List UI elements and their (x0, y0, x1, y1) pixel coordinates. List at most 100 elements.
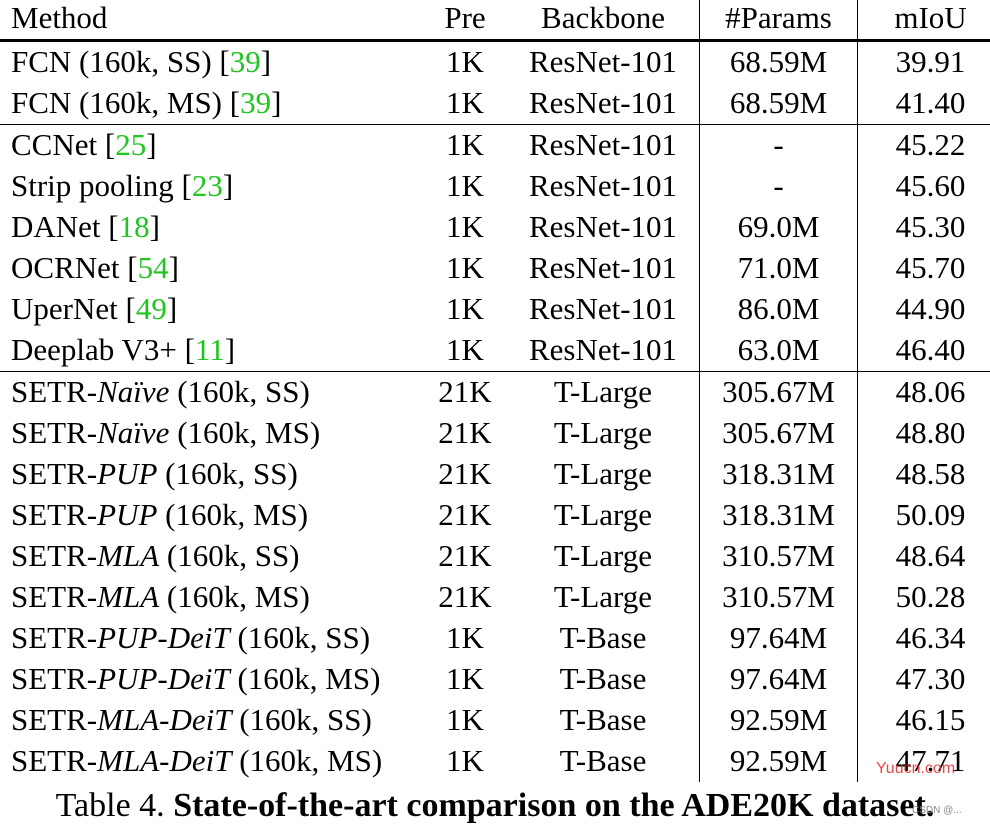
method-cell: SETR-MLA (160k, SS) (0, 536, 423, 577)
params-cell: 92.59M (699, 741, 858, 782)
backbone-cell: ResNet-101 (528, 44, 678, 79)
method-name: SETR- (11, 743, 98, 778)
method-cell: SETR-PUP (160k, MS) (0, 495, 423, 536)
table-row-18: SETR-MLA-DeiT (160k, MS) 1K T-Base 92.59… (0, 741, 990, 782)
method-cell: CCNet [25] (0, 124, 423, 166)
miou-cell: 50.28 (857, 577, 990, 618)
miou-cell: 44.90 (857, 289, 990, 330)
method-name: SETR- (11, 579, 98, 614)
citation-link[interactable]: 39 (240, 85, 272, 120)
citation-link[interactable]: 11 (194, 332, 225, 367)
pre-cell: 1K (446, 85, 484, 120)
miou-cell: 45.60 (857, 166, 990, 207)
backbone-cell: T-Large (553, 538, 653, 573)
citation-close: ] (149, 209, 160, 244)
miou-cell: 46.34 (857, 618, 990, 659)
method-cell: SETR-PUP-DeiT (160k, MS) (0, 659, 423, 700)
citation-link[interactable]: 23 (191, 168, 223, 203)
method-name: SETR- (11, 415, 98, 450)
method-cell: OCRNet [54] (0, 248, 423, 289)
backbone-cell: ResNet-101 (528, 332, 678, 367)
method-cell: SETR-MLA-DeiT (160k, MS) (0, 741, 423, 782)
pre-cell: 1K (446, 209, 484, 244)
citation-close: ] (260, 44, 272, 79)
table-row-14: SETR-MLA (160k, MS) 21K T-Large 310.57M … (0, 577, 990, 618)
table-row-6: OCRNet [54] 1K ResNet-101 71.0M 45.70 (0, 248, 990, 289)
method-cell: FCN (160k, SS) [39] (0, 41, 423, 84)
table-row-17: SETR-MLA-DeiT (160k, SS) 1K T-Base 92.59… (0, 700, 990, 741)
miou-cell: 47.30 (857, 659, 990, 700)
backbone-cell: ResNet-101 (507, 124, 700, 166)
pre-cell: 21K (438, 497, 492, 532)
backbone-cell: ResNet-101 (528, 168, 678, 203)
method-variant: MLA-DeiT (97, 743, 232, 778)
params-cell: 318.31M (699, 495, 858, 536)
backbone-cell: ResNet-101 (528, 250, 678, 285)
backbone-cell: T-Large (553, 456, 653, 491)
citation-link[interactable]: 39 (229, 44, 261, 79)
params-cell: 86.0M (699, 289, 858, 330)
table-row-5: DANet [18] 1K ResNet-101 69.0M 45.30 (0, 207, 990, 248)
method-variant: PUP-DeiT (97, 661, 230, 696)
miou-cell: 39.91 (857, 40, 990, 83)
method-name: SETR- (11, 538, 98, 573)
backbone-cell: ResNet-101 (528, 85, 678, 120)
backbone-cell: T-Base (559, 743, 647, 778)
table-row-12: SETR-PUP (160k, MS) 21K T-Large 318.31M … (0, 495, 990, 536)
method-variant: Naïve (97, 374, 170, 409)
params-cell: 318.31M (699, 454, 858, 495)
miou-cell: 41.40 (857, 83, 990, 125)
table-row-13: SETR-MLA (160k, SS) 21K T-Large 310.57M … (0, 536, 990, 577)
backbone-cell: T-Large (553, 415, 653, 450)
params-cell: 310.57M (699, 536, 858, 577)
citation-close: ] (224, 332, 236, 367)
params-cell: 63.0M (699, 330, 858, 372)
params-cell: 97.64M (699, 659, 858, 700)
pre-cell: 21K (423, 371, 507, 413)
miou-cell: 48.80 (857, 413, 990, 454)
header-miou: mIoU (857, 0, 990, 42)
backbone-cell: T-Large (507, 371, 700, 413)
params-cell: 310.57M (699, 577, 858, 618)
method-name: Deeplab V3+ [ (11, 332, 195, 367)
method-suffix: (160k, MS) (159, 579, 310, 614)
watermark: Yuucn.com (876, 760, 956, 777)
method-cell: SETR-Naïve (160k, MS) (0, 413, 423, 454)
method-name: UperNet [ (11, 291, 136, 326)
method-variant: Naïve (97, 415, 170, 450)
params-cell: 68.59M (699, 40, 858, 83)
method-suffix: (160k, SS) (229, 620, 371, 655)
citation-link[interactable]: 54 (137, 250, 169, 285)
backbone-cell: T-Base (559, 702, 647, 737)
method-name: FCN (160k, MS) [ (11, 85, 241, 120)
table-row-4: Strip pooling [23] 1K ResNet-101 - 45.60 (0, 166, 990, 207)
table-row-11: SETR-PUP (160k, SS) 21K T-Large 318.31M … (0, 454, 990, 495)
caption-label: Table 4. (55, 787, 165, 824)
method-cell: FCN (160k, MS) [39] (0, 83, 423, 125)
method-name: OCRNet [ (11, 250, 138, 285)
citation-link[interactable]: 25 (115, 127, 147, 162)
method-suffix: (160k, SS) (157, 456, 298, 491)
table-header-row: Method Pre Backbone #Params mIoU (0, 0, 990, 42)
miou-cell: 50.09 (857, 495, 990, 536)
method-name: SETR- (11, 497, 98, 532)
params-cell: 97.64M (699, 618, 858, 659)
citation-close: ] (146, 127, 157, 162)
header-method: Method (0, 0, 423, 42)
method-name: DANet [ (11, 209, 119, 244)
citation-link[interactable]: 49 (135, 291, 167, 326)
method-cell: UperNet [49] (0, 289, 423, 330)
method-suffix: (160k, MS) (229, 661, 381, 696)
table-row-2: FCN (160k, MS) [39] 1K ResNet-101 68.59M… (0, 83, 990, 125)
table-row-8: Deeplab V3+ [11] 1K ResNet-101 63.0M 46.… (0, 330, 990, 372)
table-row-7: UperNet [49] 1K ResNet-101 86.0M 44.90 (0, 289, 990, 330)
miou-cell: 45.22 (857, 124, 990, 166)
method-variant: PUP (97, 456, 158, 491)
backbone-cell: T-Base (559, 661, 647, 696)
miou-cell: 48.58 (857, 454, 990, 495)
pre-cell: 1K (446, 620, 484, 655)
citation-link[interactable]: 18 (118, 209, 150, 244)
pre-cell: 21K (438, 415, 492, 450)
method-name: SETR- (11, 620, 98, 655)
header-params: #Params (699, 0, 858, 42)
